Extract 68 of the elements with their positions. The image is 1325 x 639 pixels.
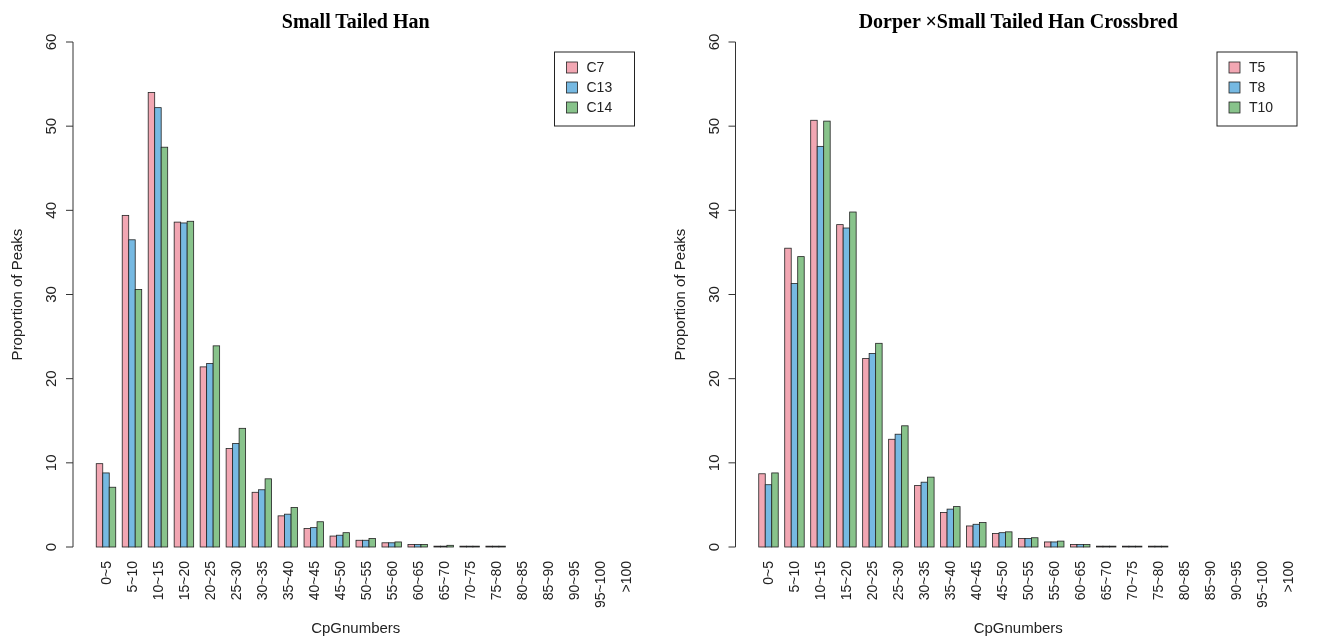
y-tick-label: 30 bbox=[704, 286, 722, 303]
x-tick-label: 40~45 bbox=[968, 560, 985, 601]
x-tick-label: 35~40 bbox=[942, 560, 959, 601]
y-tick-label: 20 bbox=[42, 370, 59, 388]
x-axis-title: CpGnumbers bbox=[311, 619, 401, 636]
x-tick-label: 60~65 bbox=[409, 560, 426, 601]
chart-title: Dorper ×Small Tailed Han Crossbred bbox=[858, 10, 1178, 33]
x-tick-label: 90~95 bbox=[1228, 560, 1245, 601]
x-tick-label: 25~30 bbox=[890, 560, 907, 601]
x-tick-label: 0~5 bbox=[760, 560, 777, 585]
x-tick-label: 80~85 bbox=[513, 560, 530, 601]
x-tick-label: 90~95 bbox=[565, 560, 582, 601]
x-tick-label: 20~25 bbox=[201, 560, 218, 601]
x-tick-label: 25~30 bbox=[227, 560, 244, 601]
x-tick-label: 50~55 bbox=[1020, 560, 1037, 601]
x-tick-label: 65~70 bbox=[1098, 560, 1115, 601]
legend-label: C14 bbox=[586, 99, 613, 115]
x-axis-title: CpGnumbers bbox=[973, 619, 1063, 636]
x-tick-label: 60~65 bbox=[1072, 560, 1089, 601]
x-tick-label: 0~5 bbox=[97, 560, 114, 585]
x-tick-label: 45~50 bbox=[331, 560, 348, 601]
y-axis-title: Proportion of Peaks bbox=[670, 228, 688, 361]
x-tick-label: 10~15 bbox=[149, 560, 166, 601]
x-tick-label: 95~100 bbox=[591, 560, 608, 609]
legend-label: C13 bbox=[586, 79, 613, 95]
x-tick-label: >100 bbox=[617, 560, 634, 593]
legend-label: T10 bbox=[1249, 99, 1274, 115]
y-axis-title: Proportion of Peaks bbox=[8, 228, 25, 361]
x-tick-label: 15~20 bbox=[838, 560, 855, 601]
y-tick-label: 50 bbox=[704, 117, 722, 135]
x-tick-label: 55~60 bbox=[383, 560, 400, 601]
x-tick-label: 50~55 bbox=[357, 560, 374, 601]
x-tick-label: 10~15 bbox=[812, 560, 829, 601]
legend-label: T8 bbox=[1249, 79, 1266, 95]
x-tick-label: 75~80 bbox=[487, 560, 504, 601]
x-tick-label: 95~100 bbox=[1254, 560, 1271, 609]
x-tick-label: 75~80 bbox=[1150, 560, 1167, 601]
y-tick-label: 60 bbox=[704, 33, 722, 51]
x-tick-label: >100 bbox=[1280, 560, 1297, 593]
x-tick-label: 85~90 bbox=[539, 560, 556, 601]
y-tick-label: 0 bbox=[42, 542, 59, 552]
y-tick-label: 40 bbox=[704, 201, 722, 219]
x-tick-label: 70~75 bbox=[1124, 560, 1141, 601]
chart-title: Small Tailed Han bbox=[281, 10, 430, 32]
y-tick-label: 60 bbox=[42, 33, 59, 51]
x-tick-label: 55~60 bbox=[1046, 560, 1063, 601]
x-tick-label: 15~20 bbox=[175, 560, 192, 601]
x-tick-label: 45~50 bbox=[994, 560, 1011, 601]
legend-label: C7 bbox=[586, 59, 605, 75]
legend-label: T5 bbox=[1249, 59, 1266, 75]
x-tick-label: 85~90 bbox=[1202, 560, 1219, 601]
x-tick-label: 20~25 bbox=[864, 560, 881, 601]
y-tick-label: 20 bbox=[704, 370, 722, 388]
y-tick-label: 50 bbox=[42, 117, 59, 135]
y-tick-label: 40 bbox=[42, 201, 59, 219]
y-tick-label: 30 bbox=[42, 286, 59, 303]
y-tick-label: 0 bbox=[704, 542, 722, 552]
y-tick-label: 10 bbox=[704, 454, 722, 472]
x-tick-label: 40~45 bbox=[305, 560, 322, 601]
x-tick-label: 30~35 bbox=[916, 560, 933, 601]
y-tick-label: 10 bbox=[42, 454, 59, 472]
x-tick-label: 65~70 bbox=[435, 560, 452, 601]
x-tick-label: 5~10 bbox=[786, 560, 803, 593]
x-tick-label: 35~40 bbox=[279, 560, 296, 601]
x-tick-label: 80~85 bbox=[1176, 560, 1193, 601]
x-tick-label: 5~10 bbox=[123, 560, 140, 593]
x-tick-label: 70~75 bbox=[461, 560, 478, 601]
x-tick-label: 30~35 bbox=[253, 560, 270, 601]
